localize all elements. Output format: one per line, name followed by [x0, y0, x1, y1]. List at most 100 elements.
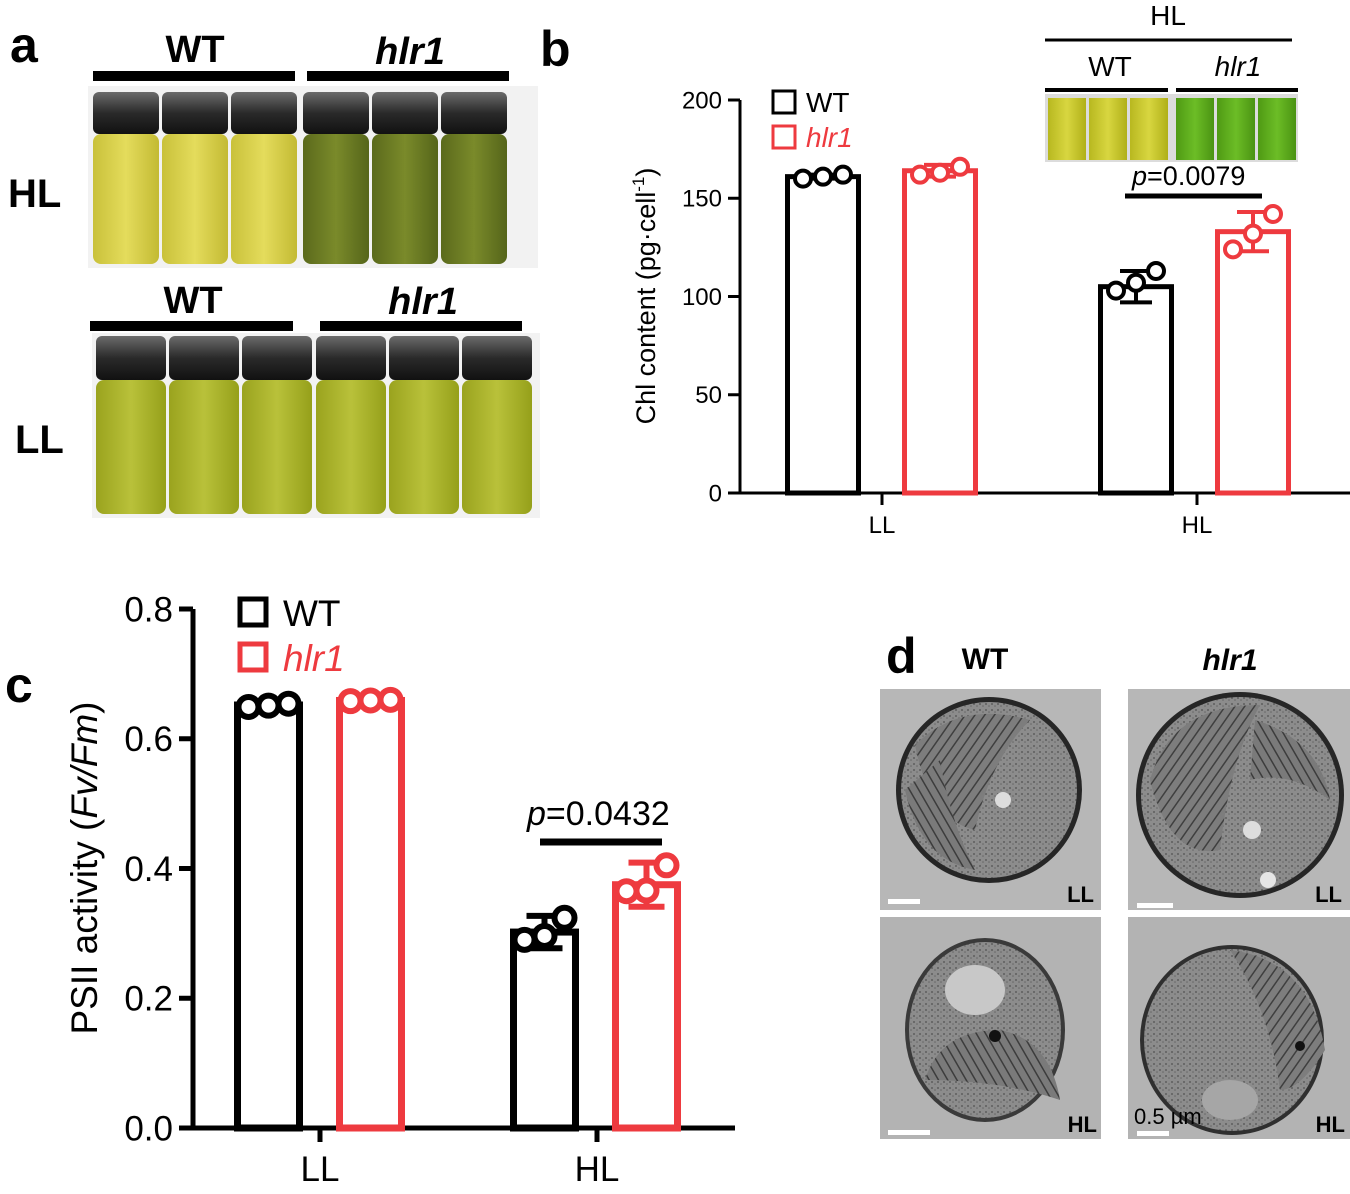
panel-d-mut-label: hlr1	[1202, 644, 1257, 677]
data-point	[813, 166, 833, 187]
legend-mut-swatch	[237, 641, 269, 673]
legend-mut-label: hlr1	[283, 638, 345, 679]
tem-condition-label: LL	[1067, 882, 1094, 907]
data-point	[235, 693, 262, 720]
x-tick-label: HL	[575, 1150, 620, 1189]
vial	[1048, 98, 1086, 160]
inset-photo	[1045, 94, 1298, 162]
scale-bar	[1137, 1131, 1169, 1136]
inset-condition-label: HL	[1150, 0, 1186, 31]
panel-label-b: b	[540, 21, 571, 77]
vial	[162, 92, 228, 264]
panel-a-top-condition: HL	[8, 172, 61, 216]
tem-mut-hl: 0.5 µm HL	[1128, 917, 1350, 1139]
data-point	[1106, 280, 1126, 301]
tem-condition-label: HL	[1068, 1112, 1097, 1137]
inset-mut-label: hlr1	[1215, 51, 1262, 82]
vial	[1217, 98, 1255, 160]
vial	[1176, 98, 1214, 160]
panel-a-bottom-mut-label: hlr1	[388, 281, 458, 323]
panel-a-top-vials	[93, 92, 507, 264]
scale-bar	[888, 899, 920, 904]
chart-c: 0.0 0.2 0.4 0.6 0.8 LL HL	[124, 590, 735, 1189]
vial	[96, 336, 166, 514]
vial	[1258, 98, 1296, 160]
y-tick-label: 0.6	[124, 720, 173, 759]
vial	[316, 336, 386, 514]
chart-b-ylabel: Chl content (pg·cell-1)	[629, 168, 661, 425]
y-tick-label: 0.4	[124, 850, 173, 889]
legend-mut-label: hlr1	[806, 122, 853, 153]
panel-label-a: a	[10, 17, 39, 73]
data-point	[357, 687, 384, 714]
panel-b: b HL WT hlr1 0 50 100 150 200 LL HL Chl conten…	[540, 0, 1350, 539]
data-point	[1126, 272, 1146, 293]
scale-bar-label: 0.5 µm	[1134, 1104, 1202, 1129]
panel-d: d WT hlr1 LL LL	[880, 628, 1350, 1139]
chart-b: 0 50 100 150 200 LL HL	[682, 87, 1350, 539]
legend-mut-swatch	[771, 124, 797, 150]
y-tick-label: 100	[682, 284, 722, 311]
panel-a: a WT hlr1 HL WT hlr1 LL	[8, 17, 540, 518]
chart-b-legend: WT hlr1	[771, 87, 853, 153]
panel-a-top-wt-bar	[93, 71, 295, 81]
panel-a-top-mut-bar	[307, 71, 509, 81]
panel-a-top-wt-label: WT	[165, 29, 224, 71]
bar-wt-hl	[1098, 284, 1174, 496]
chart-b-p-value: p=0.0079	[1131, 161, 1245, 191]
tem-wt-ll: LL	[880, 689, 1101, 910]
bar-hlr1-ll	[336, 696, 405, 1132]
chart-c-ylabel: PSII activity (Fv/Fm)	[64, 701, 105, 1034]
bar-hlr1-hl	[1215, 229, 1291, 496]
data-point	[910, 164, 930, 185]
vial	[372, 92, 438, 264]
vial	[441, 92, 507, 264]
bar-wt-ll	[785, 174, 861, 496]
data-point	[793, 168, 813, 189]
vial	[462, 336, 532, 514]
y-tick-label: 0.0	[124, 1109, 173, 1148]
legend-wt-label: WT	[283, 593, 341, 634]
data-point	[1223, 239, 1243, 260]
x-tick-label: HL	[1182, 512, 1213, 539]
vial	[1130, 98, 1168, 160]
panel-a-bottom-vials	[96, 336, 532, 514]
vial	[303, 92, 369, 264]
panel-label-c: c	[5, 657, 33, 713]
vial	[389, 336, 459, 514]
data-point	[1263, 203, 1283, 224]
y-tick-label: 200	[682, 87, 722, 114]
data-point	[337, 688, 364, 715]
data-point	[551, 904, 578, 931]
panel-c: c 0.0 0.2 0.4 0.6 0.8 LL HL PSII activity (Fv/…	[5, 590, 735, 1189]
data-point	[613, 878, 640, 905]
scale-bar	[1137, 903, 1173, 908]
data-point	[930, 162, 950, 183]
x-tick-label: LL	[301, 1150, 340, 1189]
data-point	[511, 926, 538, 953]
tem-mut-ll: LL	[1128, 689, 1350, 910]
data-point	[275, 690, 302, 717]
panel-a-top-mut-label: hlr1	[375, 31, 445, 73]
tem-condition-label: HL	[1316, 1112, 1345, 1137]
y-tick-label: 0.8	[124, 590, 173, 629]
vial	[169, 336, 239, 514]
bar-hlr1-hl	[612, 881, 681, 1132]
panel-label-d: d	[886, 628, 917, 684]
legend-wt-swatch	[771, 89, 797, 115]
panel-d-wt-label: WT	[962, 643, 1009, 676]
y-tick-label: 0	[709, 480, 722, 507]
y-tick-label: 50	[695, 382, 722, 409]
data-point	[950, 156, 970, 177]
chart-c-p-value: p=0.0432	[526, 795, 670, 833]
y-tick-label: 150	[682, 186, 722, 213]
panel-a-bottom-wt-bar	[90, 321, 293, 331]
tem-condition-label: LL	[1315, 882, 1342, 907]
x-tick-label: LL	[869, 512, 896, 539]
panel-a-bottom-wt-label: WT	[163, 280, 222, 322]
bar-wt-ll	[234, 701, 303, 1132]
panel-a-bottom-mut-bar	[320, 321, 522, 331]
data-point	[1243, 223, 1263, 244]
vial	[242, 336, 312, 514]
